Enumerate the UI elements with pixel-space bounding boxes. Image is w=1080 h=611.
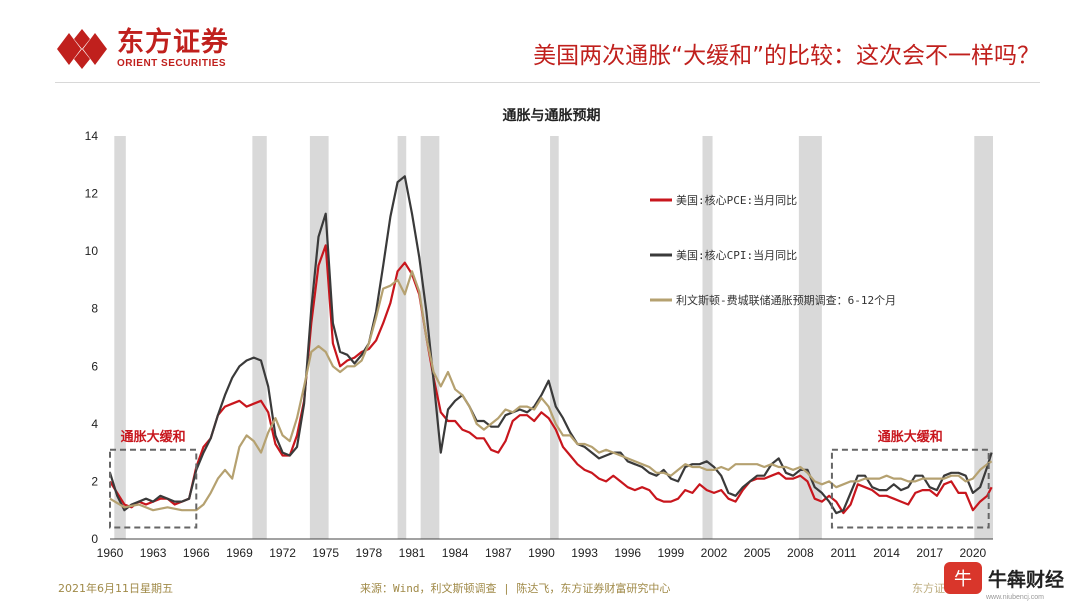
x-tick-label-1960: 1960 <box>97 546 124 560</box>
brand-name-en: ORIENT SECURITIES <box>117 58 227 69</box>
watermark: 牛 牛犇财经 <box>944 562 1064 594</box>
x-tick-label-2017: 2017 <box>916 546 943 560</box>
x-tick-label-1978: 1978 <box>356 546 383 560</box>
x-tick-label-1966: 1966 <box>183 546 210 560</box>
x-tick-label-2011: 2011 <box>831 546 857 560</box>
x-tick-label-1987: 1987 <box>485 546 512 560</box>
x-tick-label-1999: 1999 <box>658 546 685 560</box>
recession-band-6 <box>702 136 713 539</box>
annotation-label-0: 通胀大缓和 <box>121 429 186 445</box>
x-tick-label-1981: 1981 <box>399 546 426 560</box>
x-tick-label-2020: 2020 <box>960 546 987 560</box>
legend-label-2: 利文斯顿-费城联储通胀预期调查：6-12个月 <box>676 293 896 307</box>
x-tick-label-1969: 1969 <box>226 546 253 560</box>
x-tick-label-1972: 1972 <box>269 546 296 560</box>
x-tick-label-1984: 1984 <box>442 546 469 560</box>
y-tick-label-4: 4 <box>91 417 98 431</box>
brand-logo: 东方证券 ORIENT SECURITIES <box>55 28 229 69</box>
legend-label-0: 美国:核心PCE:当月同比 <box>676 193 797 207</box>
x-tick-label-2002: 2002 <box>701 546 728 560</box>
footer-source: 来源：Wind，利文斯顿调查 | 陈达飞，东方证券财富研究中心 <box>360 582 671 595</box>
slide-title: 美国两次通胀“大缓和”的比较：这次会不一样吗？ <box>533 43 1040 69</box>
x-tick-label-1990: 1990 <box>528 546 555 560</box>
x-tick-label-2014: 2014 <box>873 546 900 560</box>
footer-date: 2021年6月11日星期五 <box>58 582 173 595</box>
recession-band-8 <box>974 136 993 539</box>
y-tick-label-10: 10 <box>85 244 99 258</box>
y-tick-label-14: 14 <box>85 129 99 143</box>
annotation-label-1: 通胀大缓和 <box>878 429 943 445</box>
annotation-box-0 <box>109 448 198 529</box>
x-tick-label-1993: 1993 <box>571 546 598 560</box>
x-tick-label-1963: 1963 <box>140 546 167 560</box>
watermark-name: 牛犇财经 <box>988 568 1065 591</box>
series-line-1 <box>108 175 993 515</box>
chart-title: 通胀与通胀预期 <box>503 108 601 124</box>
title-divider <box>55 82 1040 83</box>
series-line-2 <box>109 270 993 512</box>
orient-logo-icon <box>57 28 107 69</box>
footer-brand: 东方证 <box>912 582 945 595</box>
recession-band-1 <box>252 136 267 539</box>
annotation-box-1 <box>830 448 990 529</box>
y-tick-label-12: 12 <box>85 187 99 201</box>
recession-band-3 <box>397 136 407 539</box>
recession-band-0 <box>114 136 126 539</box>
brand-name-cn: 东方证券 <box>117 27 229 58</box>
recession-band-2 <box>309 136 329 539</box>
x-tick-label-2008: 2008 <box>787 546 814 560</box>
y-tick-label-8: 8 <box>91 302 98 316</box>
x-tick-label-1996: 1996 <box>614 546 641 560</box>
x-tick-label-2005: 2005 <box>744 546 771 560</box>
recession-band-5 <box>550 136 559 539</box>
y-tick-label-0: 0 <box>91 532 98 546</box>
watermark-url: www.niubencj.com <box>986 594 1044 601</box>
y-tick-label-6: 6 <box>91 359 98 373</box>
x-tick-label-1975: 1975 <box>312 546 339 560</box>
legend-label-1: 美国:核心CPI:当月同比 <box>676 248 797 262</box>
recession-band-7 <box>798 136 822 539</box>
y-tick-label-2: 2 <box>91 474 98 488</box>
watermark-badge-icon: 牛 <box>944 562 982 594</box>
series-line-0 <box>109 244 993 515</box>
